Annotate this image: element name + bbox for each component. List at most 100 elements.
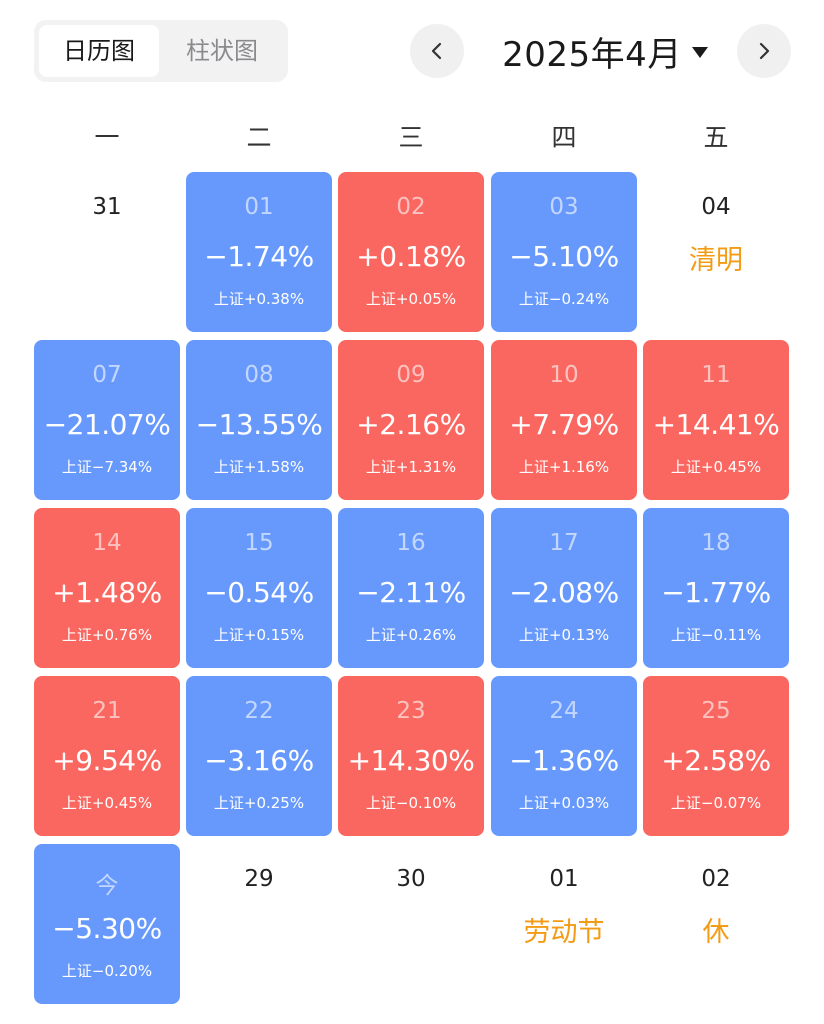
day-number: 11 [701,362,731,388]
day-number: 23 [396,698,426,724]
day-change: −3.16% [204,744,314,777]
day-number: 17 [549,530,579,556]
day-number: 30 [396,866,426,892]
day-cell[interactable]: 14 +1.48% 上证+0.76% [34,508,180,668]
day-cell[interactable]: 04 清明 [643,172,789,332]
caret-down-icon [691,46,708,58]
chevron-left-icon [431,42,442,60]
next-month-button[interactable] [737,24,791,78]
day-number: 14 [92,530,122,556]
day-cell[interactable]: 22 −3.16% 上证+0.25% [186,676,332,836]
day-change: −5.10% [509,240,619,273]
tab-bar-chart[interactable]: 柱状图 [186,37,258,65]
day-number: 02 [396,194,426,220]
day-number: 01 [244,194,274,220]
day-cell[interactable]: 24 −1.36% 上证+0.03% [491,676,637,836]
index-change: 上证+0.25% [213,794,305,812]
index-change: 上证+0.76% [61,626,153,644]
prev-month-button[interactable] [410,24,464,78]
index-change: 上证+1.16% [518,458,610,476]
holiday-label: 清明 [689,245,743,276]
index-change: 上证+0.45% [670,458,762,476]
day-number: 08 [244,362,274,388]
day-cell[interactable]: 03 −5.10% 上证−0.24% [491,172,637,332]
day-change: −0.54% [204,576,314,609]
index-change: 上证−7.34% [61,458,153,476]
day-cell[interactable]: 09 +2.16% 上证+1.31% [338,340,484,500]
day-number: 今 [95,873,119,899]
index-change: 上证−0.11% [670,626,762,644]
day-number: 31 [92,194,122,220]
day-cell[interactable]: 17 −2.08% 上证+0.13% [491,508,637,668]
day-cell[interactable]: 10 +7.79% 上证+1.16% [491,340,637,500]
weekday-thu: 四 [551,123,577,152]
day-change: +1.48% [52,576,162,609]
weekday-fri: 五 [703,123,729,152]
tab-calendar[interactable]: 日历图 [39,25,159,77]
index-change: 上证−0.24% [518,290,610,308]
holiday-label: 劳动节 [523,917,605,948]
day-cell[interactable]: 11 +14.41% 上证+0.45% [643,340,789,500]
index-change: 上证−0.20% [61,962,153,980]
day-change: −13.55% [195,408,323,441]
day-number: 24 [549,698,579,724]
index-change: 上证+0.05% [365,290,457,308]
day-cell[interactable]: 25 +2.58% 上证−0.07% [643,676,789,836]
day-number: 22 [244,698,274,724]
index-change: 上证+1.31% [365,458,457,476]
day-change: +14.30% [347,744,475,777]
day-number: 03 [549,194,579,220]
day-change: +2.16% [356,408,466,441]
index-change: 上证+0.15% [213,626,305,644]
index-change: 上证+0.03% [518,794,610,812]
day-number: 21 [92,698,122,724]
holiday-label: 休 [702,917,730,948]
day-change: −2.08% [509,576,619,609]
day-change: +0.18% [356,240,466,273]
day-number: 16 [396,530,426,556]
weekday-wed: 三 [398,123,424,152]
day-change: +9.54% [52,744,162,777]
day-number: 29 [244,866,274,892]
day-cell[interactable]: 01 劳动节 [491,844,637,1004]
day-change: −1.74% [204,240,314,273]
day-number: 01 [549,866,579,892]
chevron-right-icon [759,42,770,60]
day-cell[interactable]: 02 +0.18% 上证+0.05% [338,172,484,332]
day-number: 18 [701,530,731,556]
day-cell[interactable]: 16 −2.11% 上证+0.26% [338,508,484,668]
day-cell[interactable]: 31 [34,172,180,332]
weekday-tue: 二 [246,123,272,152]
day-cell[interactable]: 15 −0.54% 上证+0.15% [186,508,332,668]
day-number: 09 [396,362,426,388]
day-change: −5.30% [52,912,162,945]
day-change: −21.07% [43,408,171,441]
day-change: +14.41% [652,408,780,441]
day-cell[interactable]: 23 +14.30% 上证−0.10% [338,676,484,836]
day-cell[interactable]: 今 −5.30% 上证−0.20% [34,844,180,1004]
day-cell[interactable]: 01 −1.74% 上证+0.38% [186,172,332,332]
day-cell[interactable]: 29 [186,844,332,1004]
day-number: 02 [701,866,731,892]
month-label: 2025年4月 [502,34,682,75]
index-change: 上证+0.38% [213,290,305,308]
day-change: −1.77% [661,576,771,609]
day-change: −2.11% [356,576,466,609]
index-change: 上证+0.26% [365,626,457,644]
day-cell[interactable]: 02 休 [643,844,789,1004]
day-change: +7.79% [509,408,619,441]
day-cell[interactable]: 21 +9.54% 上证+0.45% [34,676,180,836]
view-toggle: 日历图 柱状图 [34,20,288,82]
day-change: −1.36% [509,744,619,777]
day-cell[interactable]: 30 [338,844,484,1004]
month-picker[interactable]: 2025年4月 [480,26,730,76]
day-number: 15 [244,530,274,556]
day-cell[interactable]: 07 −21.07% 上证−7.34% [34,340,180,500]
day-number: 25 [701,698,731,724]
day-cell[interactable]: 08 −13.55% 上证+1.58% [186,340,332,500]
index-change: 上证+1.58% [213,458,305,476]
day-cell[interactable]: 18 −1.77% 上证−0.11% [643,508,789,668]
day-number: 10 [549,362,579,388]
day-number: 07 [92,362,122,388]
index-change: 上证−0.10% [365,794,457,812]
